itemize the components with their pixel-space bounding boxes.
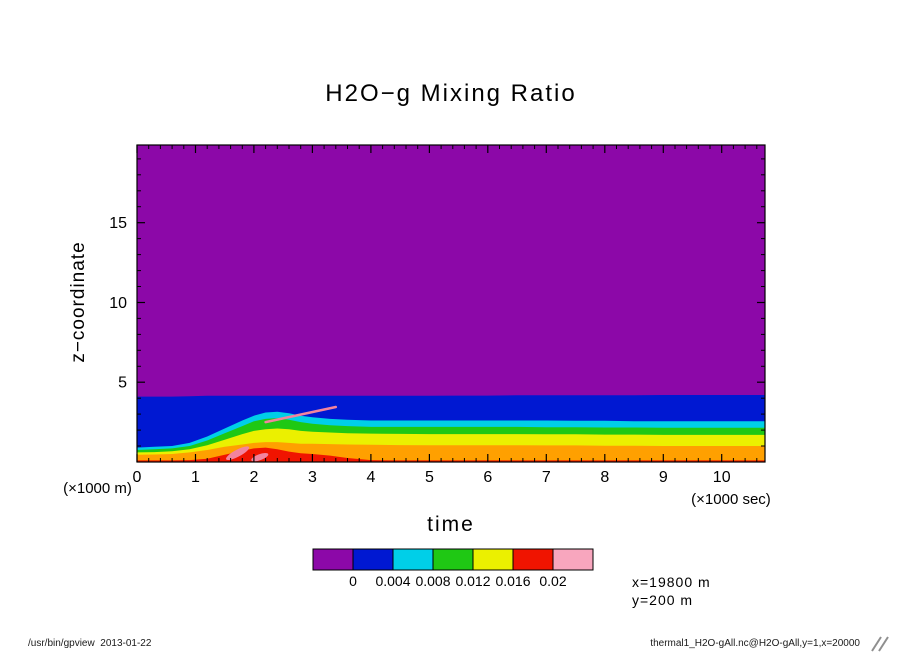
colorbar-tick-label: 0.004: [375, 573, 410, 589]
x-tick-label: 0: [133, 469, 142, 486]
colorbar-tick-label: 0.016: [495, 573, 530, 589]
colorbar-cell: [352, 548, 394, 571]
y-axis-label: z−coordinate: [68, 241, 89, 363]
x-axis-unit: (×1000 sec): [691, 491, 771, 508]
x-axis-label: time: [427, 513, 475, 536]
colorbar-cell: [512, 548, 554, 571]
colorbar-tick-label: 0.012: [455, 573, 490, 589]
colorbar-tick-label: 0: [349, 573, 357, 589]
colorbar-cell: [472, 548, 514, 571]
x-tick-label: 6: [483, 469, 492, 486]
x-tick-label: 8: [600, 469, 609, 486]
y-tick-label: 5: [118, 375, 127, 392]
x-tick-label: 2: [249, 469, 258, 486]
annotation-x-position: x=19800 m: [632, 574, 711, 590]
colorbar: 0 0.004 0.008 0.012 0.016 0.02: [312, 548, 594, 589]
colorbar-cell: [312, 548, 354, 571]
colorbar-cell: [432, 548, 474, 571]
corner-hatch-mark: [871, 636, 882, 652]
contour-bands: [137, 145, 765, 462]
footer-command-date: /usr/bin/gpview 2013-01-22: [28, 638, 152, 649]
footer-source-file: thermal1_H2O-gAll.nc@H2O-gAll,y=1,x=2000…: [650, 638, 860, 649]
corner-hatch-mark: [878, 636, 889, 652]
pink-speck: [226, 446, 250, 461]
y-axis-unit: (×1000 m): [63, 480, 132, 497]
band-red: [137, 447, 765, 462]
colorbar-tick-label: 0.008: [415, 573, 450, 589]
x-tick-label: 5: [425, 469, 434, 486]
y-tick-label: 15: [109, 215, 127, 232]
x-tick-label: 3: [308, 469, 317, 486]
axes-frame-and-ticks: [136, 144, 766, 463]
page-title: H2O−g Mixing Ratio: [325, 80, 577, 107]
pink-contour-streak: [264, 405, 338, 424]
tick-labels: 0 1 2 3 4 5 6 7 8 9 10 5 10 15: [109, 215, 730, 486]
colorbar-cell: [552, 548, 594, 571]
y-tick-label: 10: [109, 295, 127, 312]
x-tick-label: 7: [542, 469, 551, 486]
x-tick-label: 1: [191, 469, 200, 486]
x-tick-label: 10: [713, 469, 731, 486]
annotation-y-position: y=200 m: [632, 592, 694, 608]
x-tick-label: 4: [366, 469, 375, 486]
x-tick-label: 9: [659, 469, 668, 486]
colorbar-cell: [392, 548, 434, 571]
pink-speck: [251, 453, 269, 462]
colorbar-tick-label: 0.02: [539, 573, 566, 589]
